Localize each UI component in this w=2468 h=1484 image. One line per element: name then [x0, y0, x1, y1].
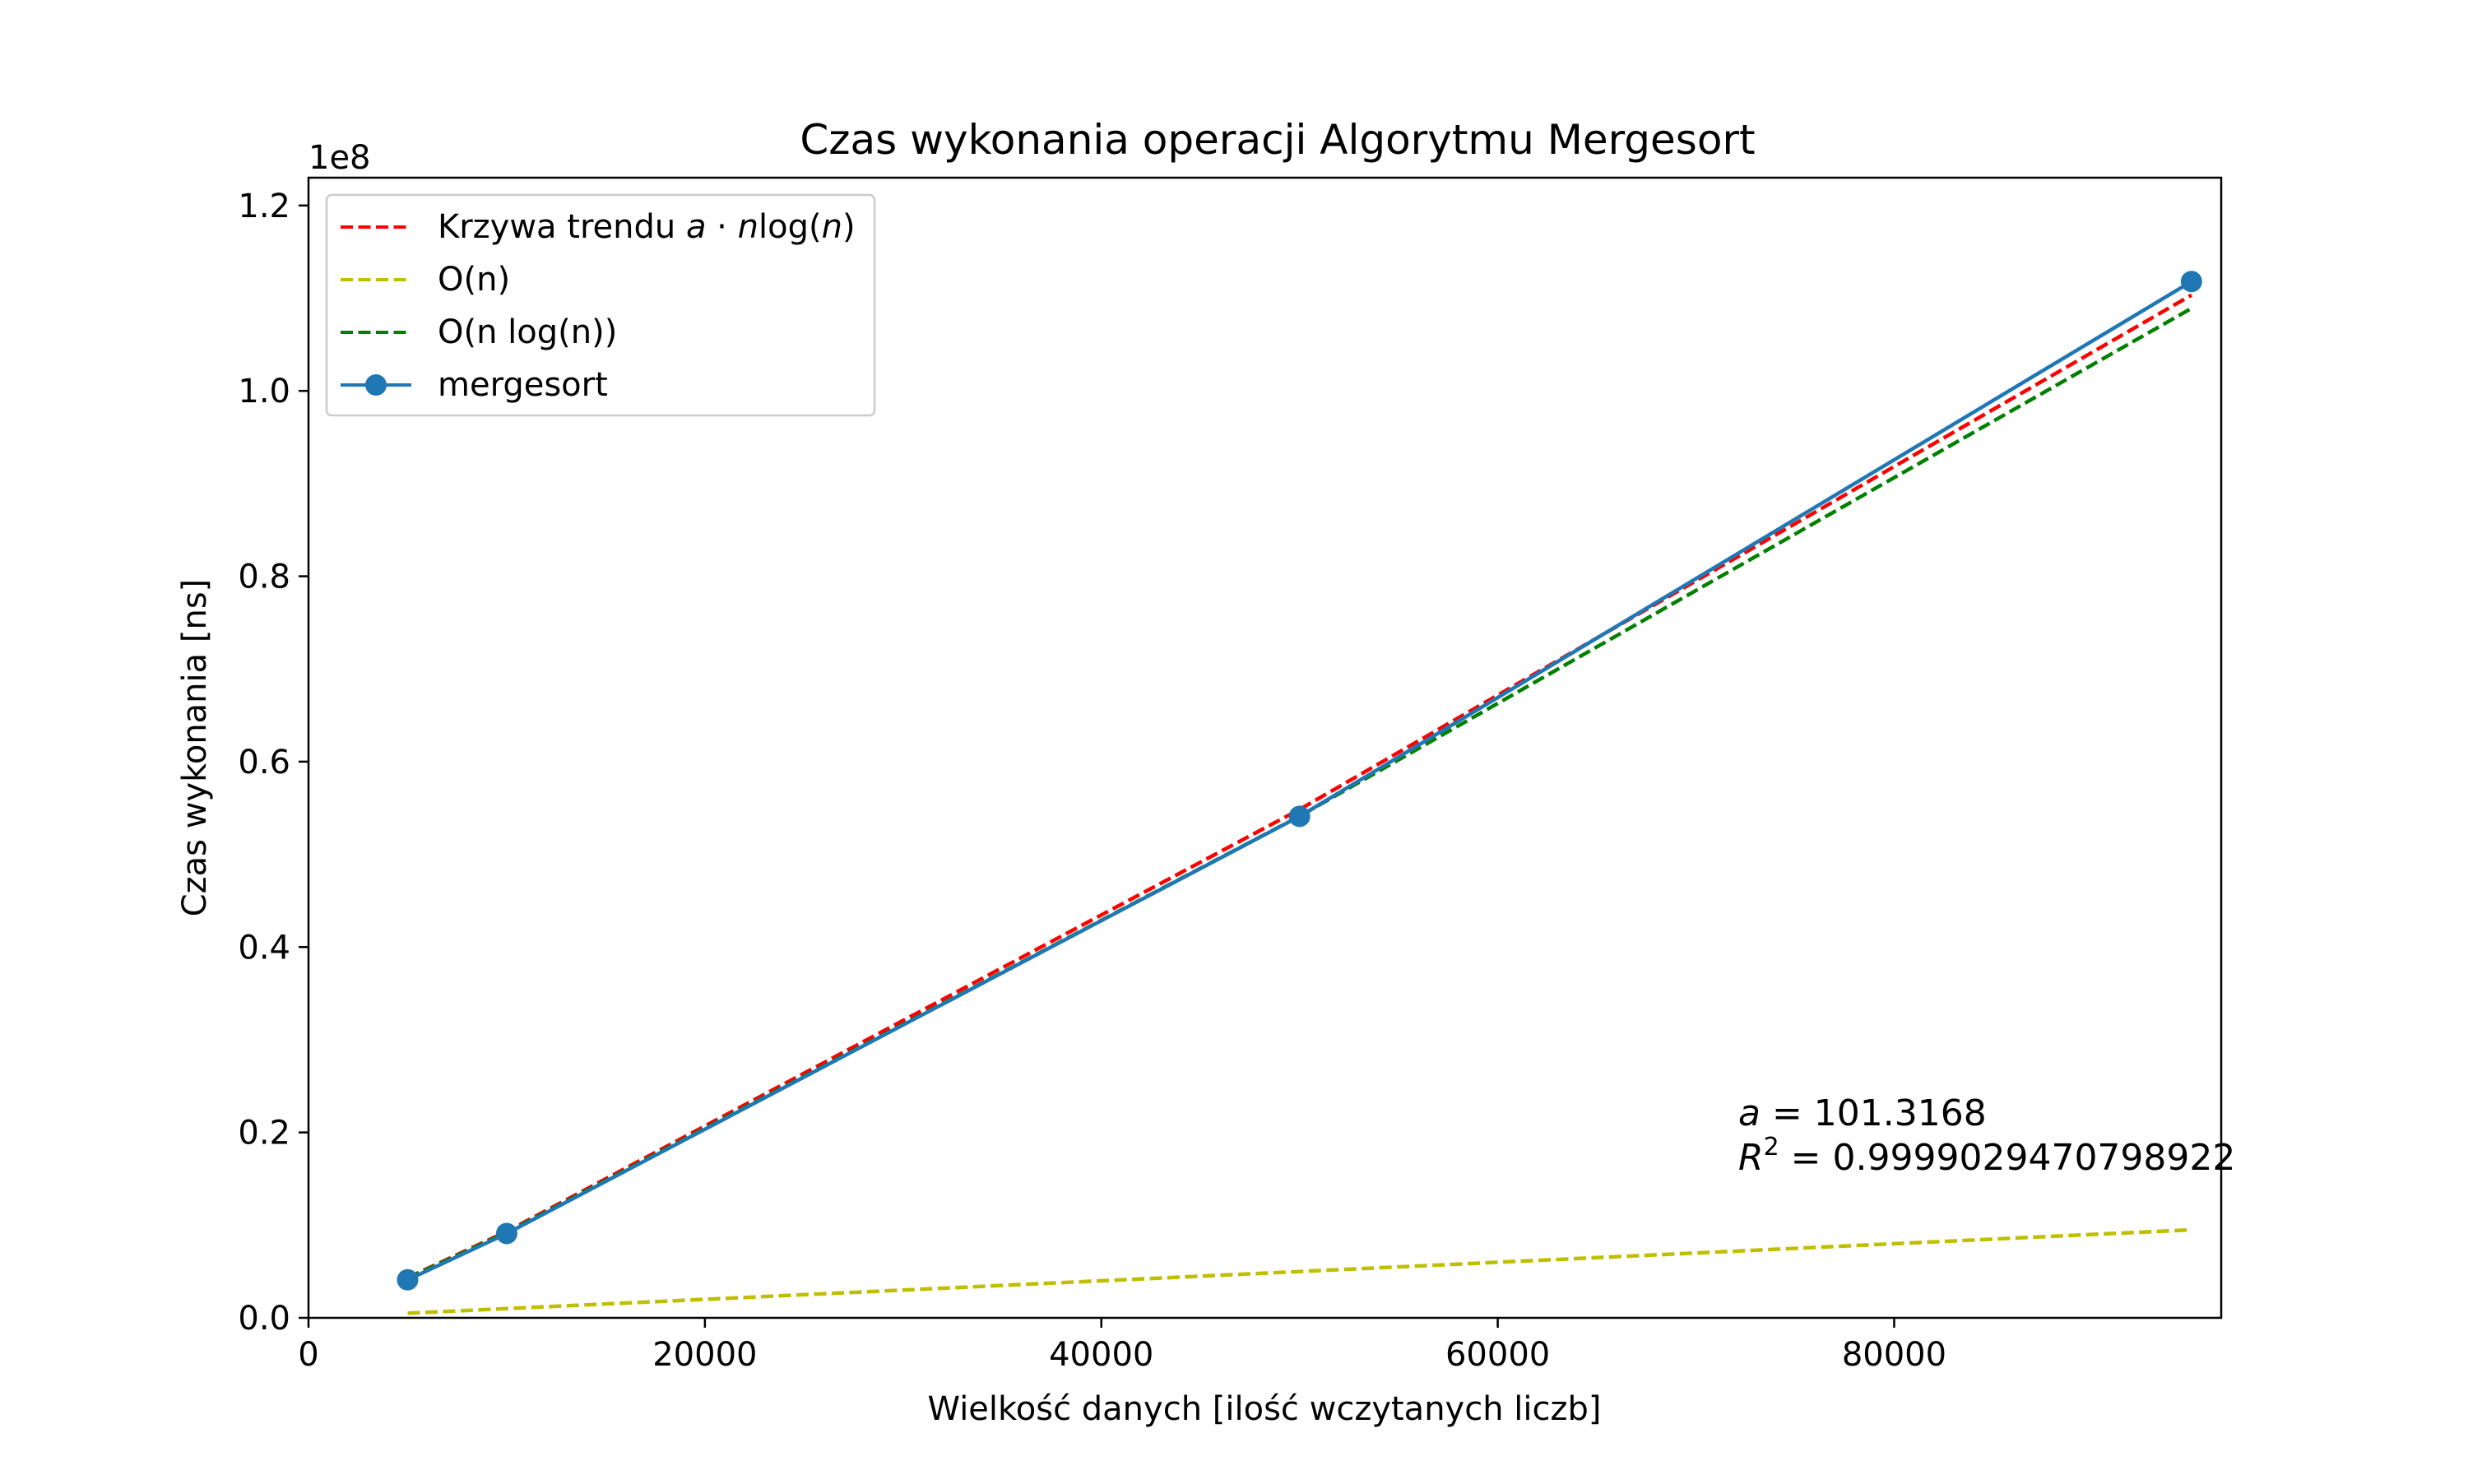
legend-box: [325, 193, 876, 417]
series-line-o-n: [407, 1227, 2192, 1315]
data-point-mergesort: [397, 1268, 419, 1291]
y-axis-label: Czas wykonania [ns]: [176, 579, 214, 917]
x-tick-label: 40000: [1049, 1336, 1153, 1374]
legend-label-trend: Krzywa trendu a · nlog(n): [438, 208, 856, 246]
legend-label-onlogn: O(n log(n)): [438, 313, 617, 351]
x-axis-ticks: 0 20000 40000 60000 80000: [298, 1318, 1946, 1374]
legend-label-mergesort: mergesort: [438, 366, 608, 404]
x-axis-label: Wielkość danych [ilość wczytanych liczb]: [928, 1390, 1602, 1428]
y-tick-label: 0.8: [238, 559, 290, 596]
y-axis-ticks: 0.0 0.2 0.4 0.6 0.8 1.0 1.2: [238, 188, 308, 1338]
legend-marker-mergesort: [365, 374, 387, 396]
plot-frame: [307, 176, 2223, 1319]
chart-title: Czas wykonania operacji Algorytmu Merges…: [800, 116, 1755, 164]
x-tick-label: 0: [298, 1336, 318, 1374]
data-point-mergesort: [495, 1222, 517, 1245]
legend: Krzywa trendu a · nlog(n) O(n) O(n log(n…: [325, 193, 876, 417]
annotation-r2: R2 = 0.9999029470798922: [1738, 1133, 2235, 1179]
legend-label-on: O(n): [438, 261, 510, 299]
x-tick-label: 80000: [1842, 1336, 1946, 1374]
y-tick-label: 0.0: [238, 1300, 290, 1338]
y-offset-text: 1e8: [308, 139, 371, 177]
data-point-mergesort: [1288, 805, 1311, 828]
series-line-mergesort: [406, 280, 2193, 1282]
x-tick-label: 20000: [652, 1336, 757, 1374]
x-tick-label: 60000: [1445, 1336, 1550, 1374]
y-tick-label: 0.2: [238, 1115, 290, 1152]
annotation-a: a = 101.3168: [1738, 1092, 1987, 1134]
data-point-mergesort: [2180, 271, 2202, 293]
y-tick-label: 1.2: [238, 188, 290, 225]
series-layer: [397, 271, 2202, 1315]
y-tick-label: 0.4: [238, 929, 290, 967]
y-tick-label: 1.0: [238, 373, 290, 410]
y-tick-label: 0.6: [238, 744, 290, 781]
